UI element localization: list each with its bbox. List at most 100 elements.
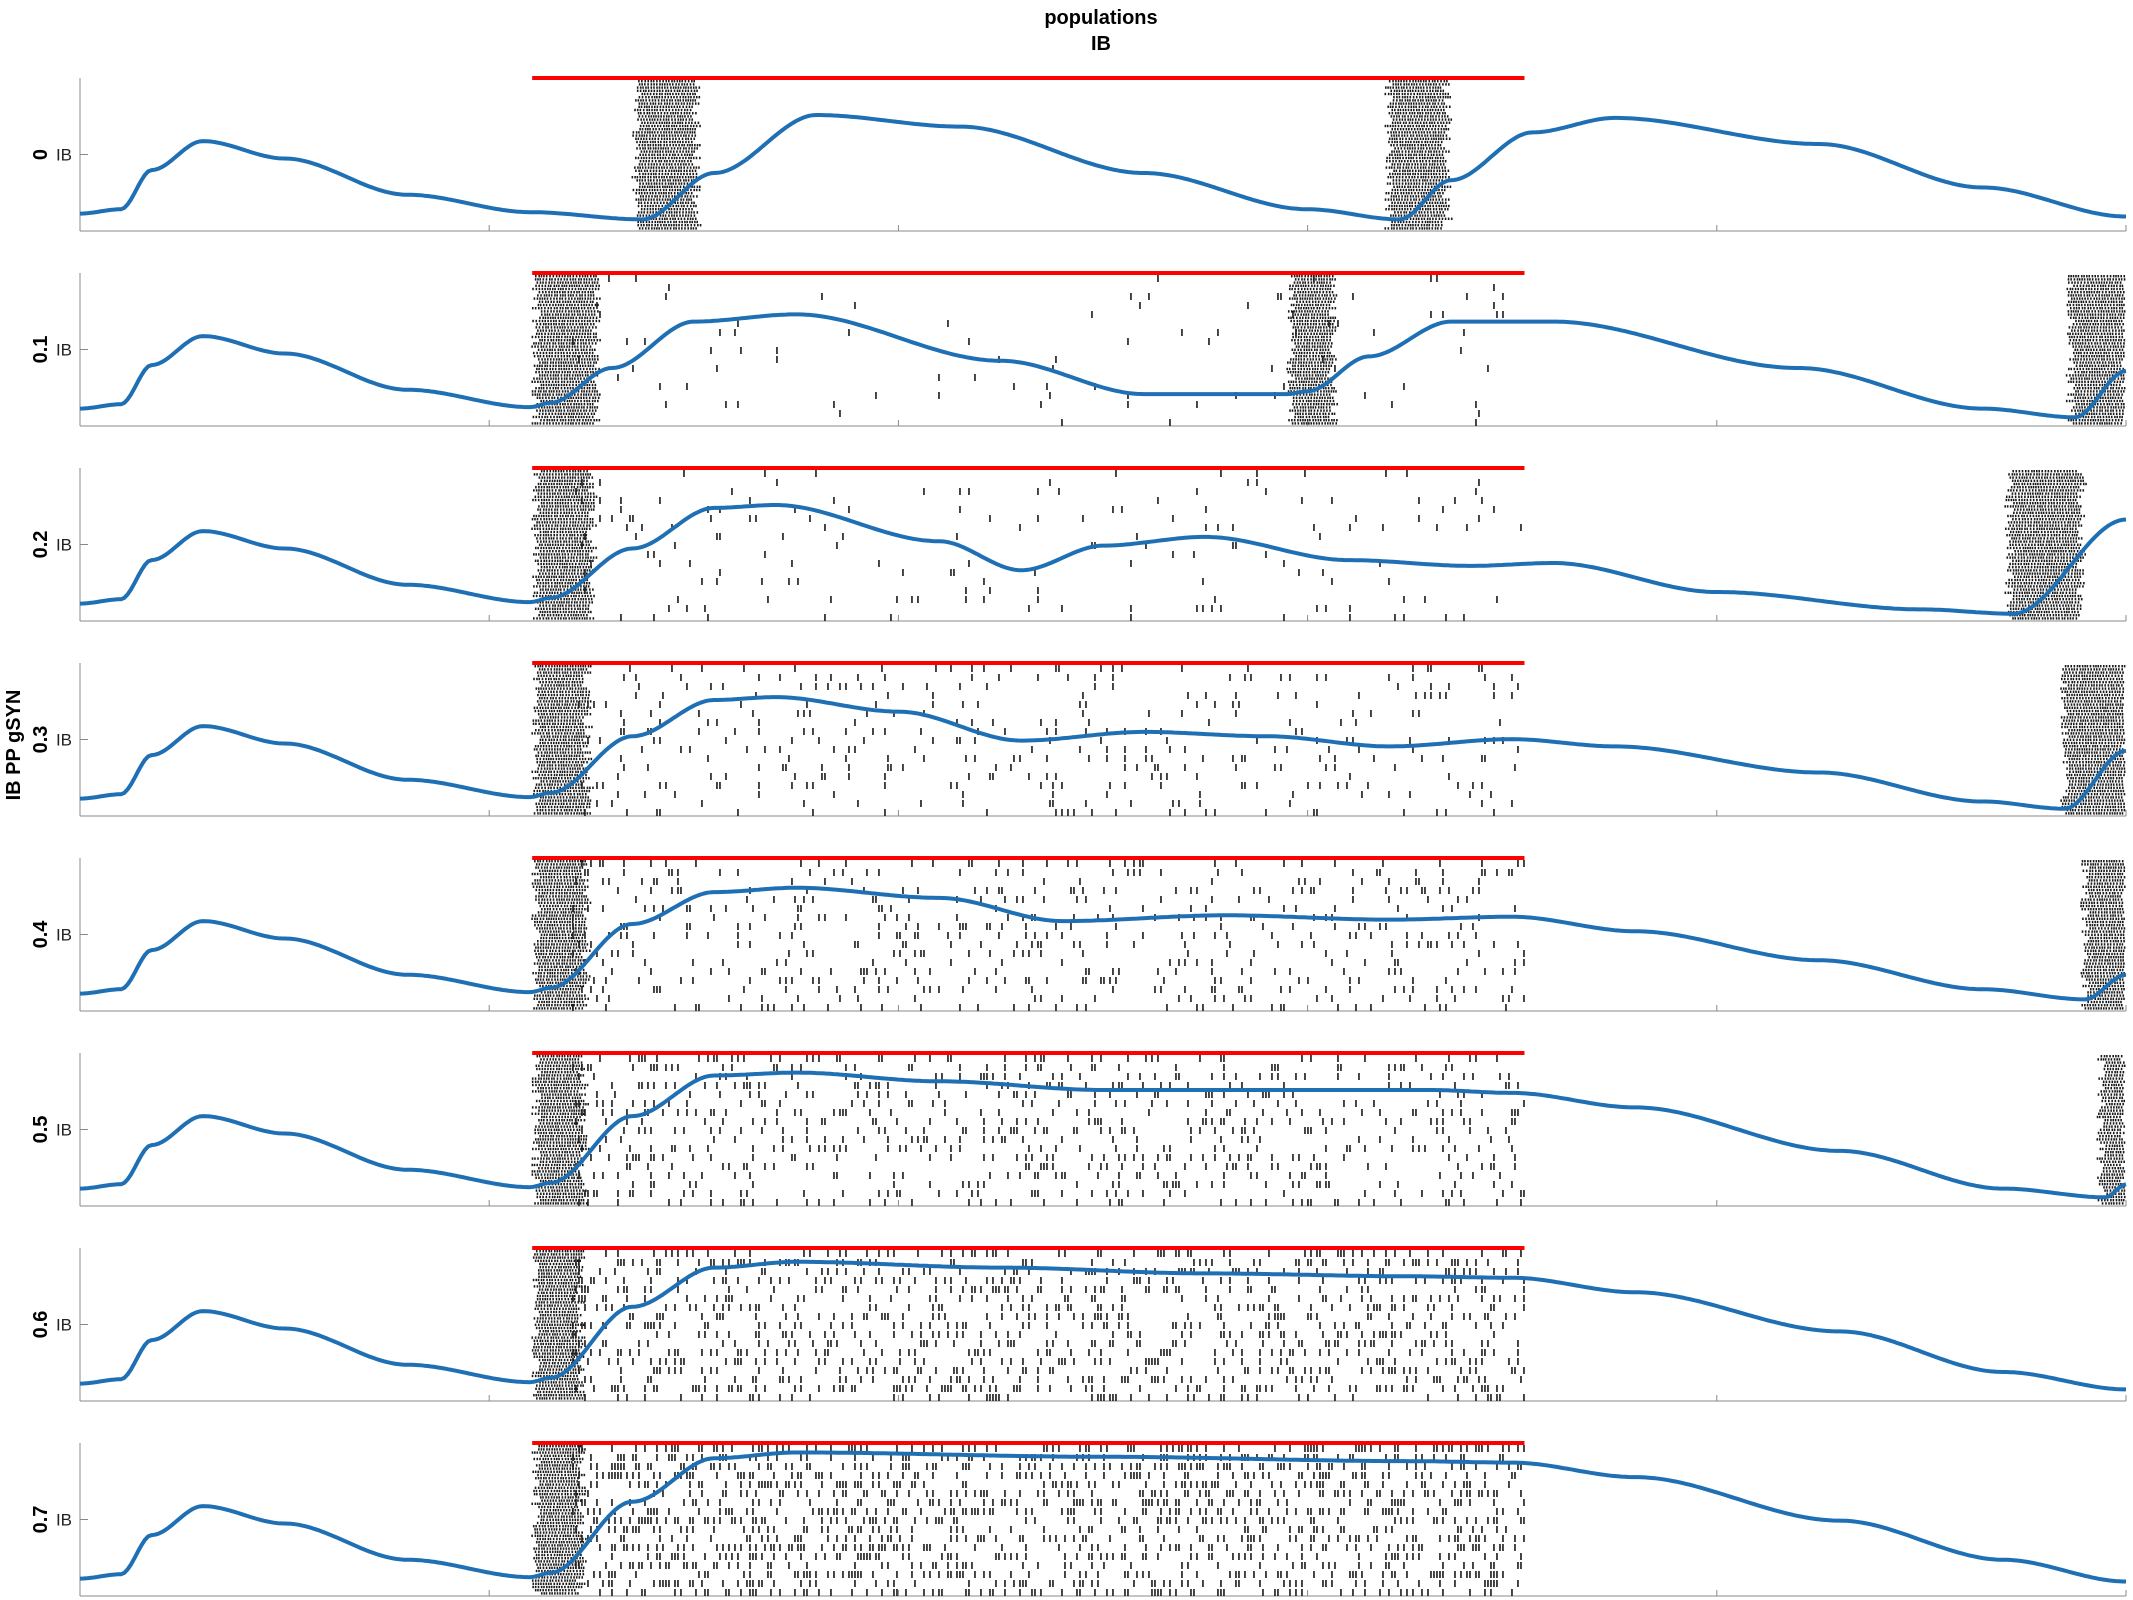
raster-spike (1388, 153, 1391, 156)
raster-spike (577, 399, 579, 403)
raster-spike (689, 102, 691, 105)
raster-spike (584, 291, 586, 294)
raster-spike (1430, 169, 1433, 172)
raster-spike (556, 310, 558, 313)
raster-spike (668, 156, 670, 160)
raster-spike (653, 185, 656, 188)
raster-spike (1393, 134, 1395, 137)
raster-spike (1437, 131, 1440, 134)
raster-spike (1400, 160, 1403, 163)
raster-spike (560, 278, 562, 281)
raster-spike (2119, 364, 2122, 367)
raster-spike (1399, 140, 1401, 144)
raster-spike (694, 169, 697, 172)
raster-spike (2088, 345, 2091, 348)
raster-spike (1431, 163, 1434, 166)
raster-spike (570, 310, 573, 313)
raster-spike (1329, 422, 1332, 425)
raster-spike (1412, 96, 1415, 99)
raster-spike (696, 220, 698, 224)
raster-spike (1399, 188, 1402, 192)
raster-spike (656, 188, 659, 192)
raster-spike (1295, 303, 1298, 307)
raster-spike (1316, 284, 1319, 287)
raster-spike (2075, 303, 2078, 307)
raster-spike (1313, 396, 1316, 399)
raster-spike (1434, 124, 1437, 128)
raster-spike (2089, 313, 2092, 316)
raster-spike (687, 128, 689, 131)
raster-spike (543, 486, 546, 489)
raster-spike (1326, 422, 1329, 425)
raster-spike (686, 112, 688, 115)
raster-spike (695, 176, 698, 179)
raster-spike (1402, 163, 1405, 166)
raster-spike (554, 387, 557, 390)
raster-spike (667, 150, 670, 153)
raster-spike (1324, 323, 1326, 326)
raster-spike (2113, 371, 2115, 374)
raster-spike (1300, 364, 1302, 367)
raster-spike (2083, 403, 2086, 406)
raster-spike (581, 310, 584, 313)
raster-spike (2099, 399, 2101, 403)
raster-spike (650, 89, 653, 92)
raster-spike (554, 476, 557, 479)
raster-spike (1303, 326, 1306, 329)
raster-spike (1328, 390, 1330, 393)
raster-spike (1309, 310, 1311, 313)
raster-spike (541, 313, 543, 316)
raster-spike (566, 495, 568, 498)
raster-spike (683, 112, 686, 115)
raster-spike (2113, 284, 2115, 287)
raster-spike (1334, 329, 1337, 332)
raster-spike (1398, 182, 1401, 185)
raster-spike (658, 92, 661, 96)
raster-spike (1416, 128, 1419, 131)
raster-spike (1420, 217, 1423, 220)
raster-spike (1290, 319, 1292, 323)
raster-spike (1315, 310, 1317, 313)
raster-spike (1332, 422, 1334, 425)
raster-spike (1440, 224, 1443, 227)
raster-spike (679, 150, 681, 153)
raster-spike (695, 227, 697, 230)
raster-spike (1303, 351, 1306, 355)
raster-spike (546, 492, 548, 495)
raster-spike (1297, 374, 1299, 377)
raster-spike (1387, 176, 1390, 179)
raster-spike (1181, 329, 1183, 336)
raster-spike (569, 476, 572, 479)
raster-spike (2089, 316, 2092, 319)
raster-spike (1309, 303, 1311, 307)
raster-spike (591, 367, 594, 371)
raster-spike (1300, 313, 1302, 316)
raster-spike (1312, 300, 1314, 303)
raster-spike (2082, 374, 2085, 377)
raster-spike (662, 188, 665, 192)
raster-spike (538, 307, 540, 310)
raster-spike (689, 166, 692, 169)
raster-spike (1334, 326, 1337, 329)
raster-spike (575, 498, 578, 502)
raster-spike (547, 323, 550, 326)
raster-spike (1401, 105, 1403, 108)
raster-spike (669, 198, 671, 201)
raster-spike (2080, 358, 2082, 361)
raster-spike (660, 176, 663, 179)
raster-spike (532, 319, 534, 323)
raster-spike (1406, 96, 1409, 99)
raster-spike (1444, 92, 1447, 96)
raster-spike (1417, 131, 1420, 134)
raster-spike (1407, 105, 1410, 108)
raster-spike (587, 419, 590, 422)
raster-spike (2074, 396, 2076, 399)
raster-spike (2119, 361, 2121, 364)
raster-spike (583, 393, 585, 396)
raster-spike (1312, 406, 1315, 409)
raster-spike (654, 140, 656, 144)
raster-spike (1396, 89, 1398, 92)
raster-spike (1410, 108, 1413, 112)
raster-spike (1322, 307, 1324, 310)
raster-spike (1298, 275, 1301, 278)
